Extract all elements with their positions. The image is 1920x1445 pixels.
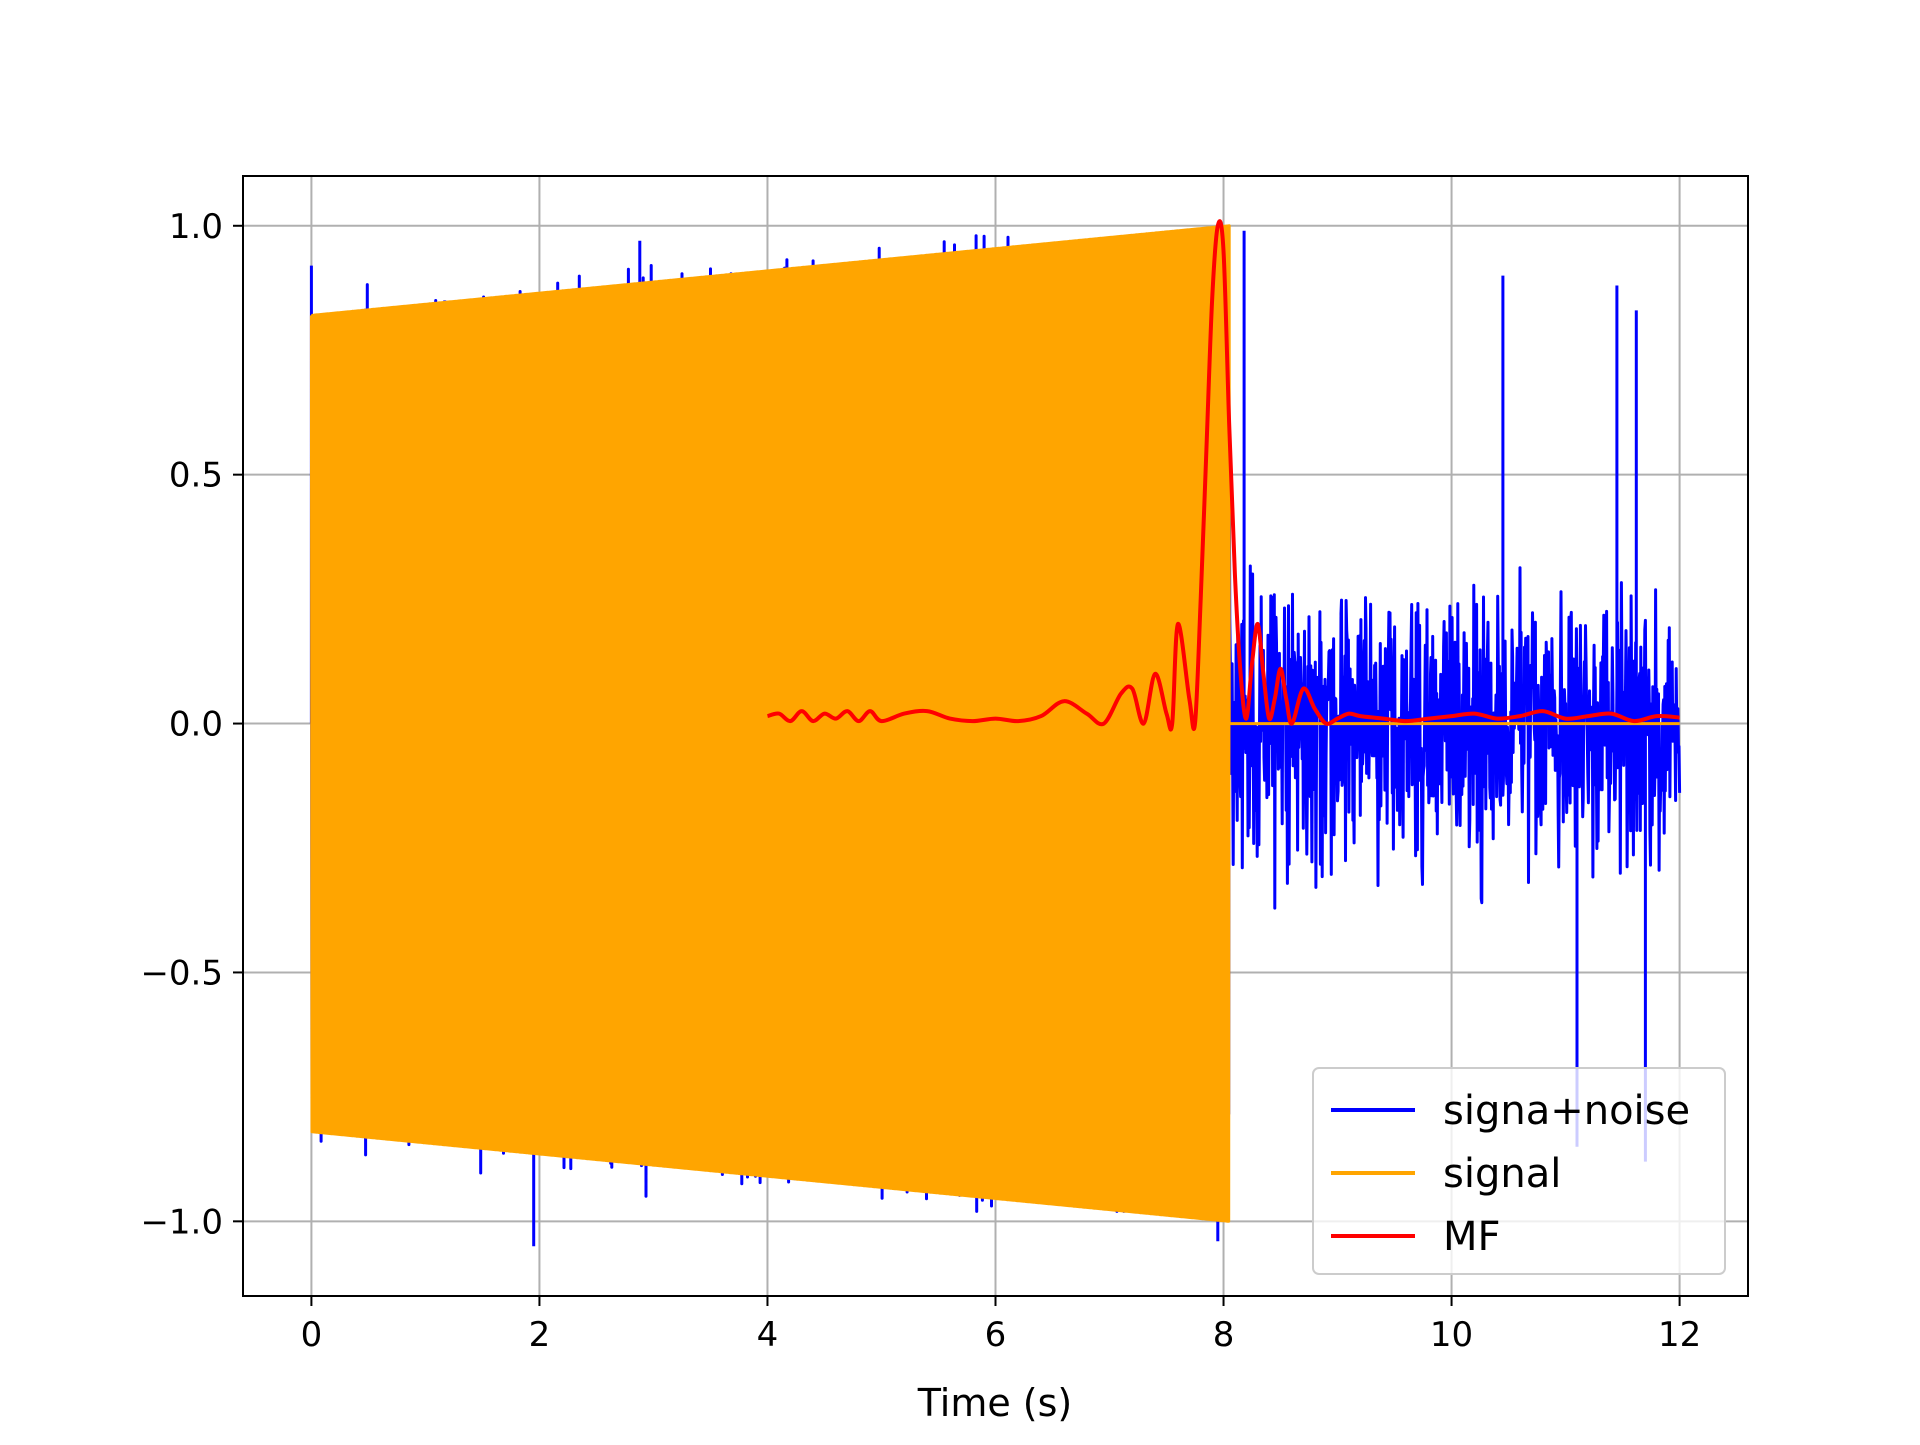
- y-tick-label: −1.0: [140, 1202, 223, 1242]
- x-tick-label: 2: [529, 1315, 551, 1355]
- x-tick-label: 12: [1658, 1315, 1701, 1355]
- x-tick-label: 6: [985, 1315, 1007, 1355]
- x-tick-label: 4: [757, 1315, 779, 1355]
- x-tick-label: 10: [1430, 1315, 1473, 1355]
- legend: signa+noise signal MF: [1312, 1067, 1726, 1275]
- series-layer: [309, 219, 1682, 1247]
- x-tick-label: 8: [1213, 1315, 1235, 1355]
- legend-label: MF: [1443, 1214, 1501, 1260]
- legend-label: signa+noise: [1443, 1088, 1690, 1134]
- y-tick-label: 0.5: [169, 456, 223, 496]
- x-axis-label: Time (s): [917, 1381, 1073, 1425]
- series-signal-line: [309, 224, 1680, 1223]
- legend-label: signal: [1443, 1151, 1561, 1197]
- y-tick-label: 1.0: [169, 207, 223, 247]
- ticks: 0 2 4 6 8 10 12 −1.0 −0.5 0.0 0.5 1.0: [140, 207, 1701, 1355]
- y-tick-label: −0.5: [140, 953, 223, 993]
- legend-box: [1312, 1067, 1726, 1275]
- y-tick-label: 0.0: [169, 705, 223, 745]
- x-tick-label: 0: [301, 1315, 323, 1355]
- series-mf-line: [766, 219, 1680, 732]
